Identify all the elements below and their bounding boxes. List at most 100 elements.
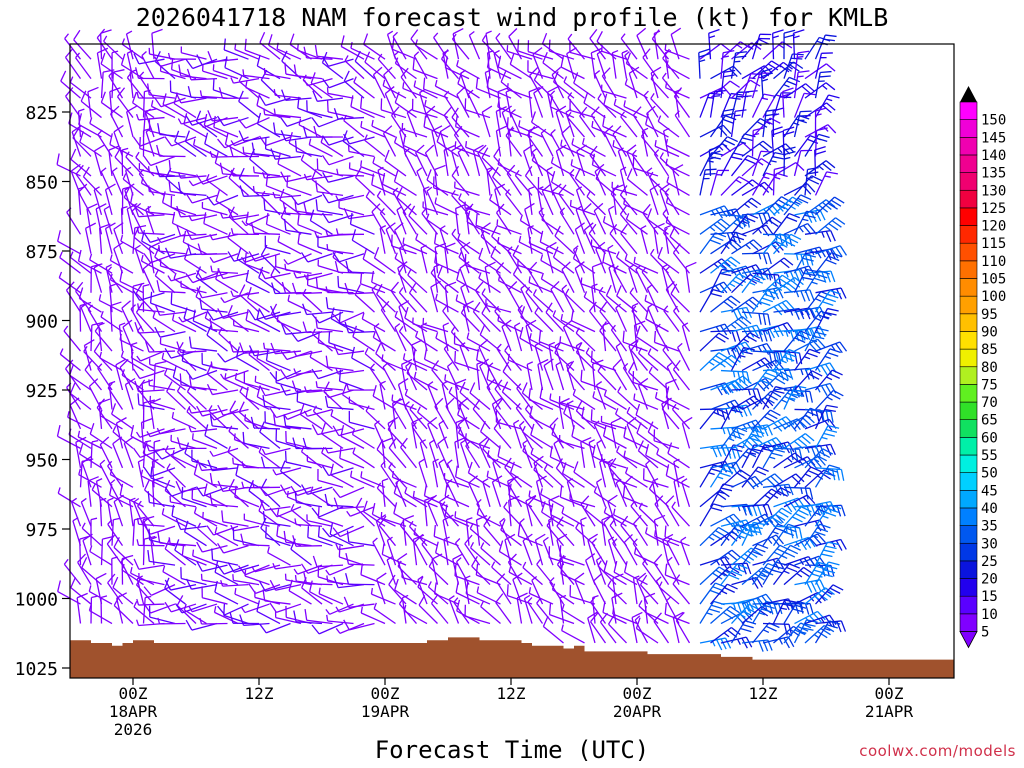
wind-barb	[491, 561, 512, 586]
wind-barb	[570, 309, 596, 333]
wind-barb	[378, 515, 397, 547]
wind-barb	[459, 381, 480, 410]
wind-barb	[339, 446, 365, 469]
wind-barb	[211, 548, 239, 566]
wind-barb	[227, 231, 249, 255]
wind-barb	[372, 156, 396, 177]
wind-barb	[64, 48, 82, 80]
wind-barb	[259, 385, 291, 397]
wind-barb	[256, 352, 281, 372]
colorbar-label: 40	[981, 501, 998, 517]
colorbar-label: 45	[981, 483, 998, 499]
wind-barb	[326, 614, 354, 625]
colorbar-segment	[959, 313, 978, 332]
colorbar-label: 35	[981, 519, 998, 535]
wind-barb	[520, 284, 533, 313]
wind-barb	[540, 128, 554, 157]
wind-barb	[95, 203, 107, 235]
wind-barb	[221, 510, 249, 527]
wind-barb	[133, 558, 165, 570]
wind-barb	[93, 186, 103, 216]
wind-barb	[526, 361, 534, 391]
wind-barb	[373, 420, 386, 449]
colorbar-segment	[959, 472, 978, 491]
wind-barb	[214, 561, 239, 586]
wind-barb	[458, 251, 480, 274]
wind-barb	[86, 203, 98, 235]
wind-barb	[283, 218, 312, 235]
wind-barb	[307, 526, 333, 547]
wind-barb	[126, 105, 137, 138]
wind-barb	[303, 386, 333, 393]
wind-barb	[136, 518, 165, 527]
wind-barb	[512, 419, 523, 449]
wind-barb	[100, 91, 123, 119]
wind-barb	[590, 47, 603, 79]
wind-barb	[261, 171, 291, 179]
wind-barb	[186, 386, 207, 410]
wind-barb	[146, 83, 176, 99]
wind-barb	[351, 229, 375, 255]
wind-barb	[570, 159, 596, 177]
wind-barb	[345, 573, 375, 586]
wind-barb	[554, 342, 575, 372]
x-tick-label: 00Z	[119, 684, 148, 703]
wind-barb	[166, 381, 186, 410]
wind-barb	[423, 484, 449, 508]
title: 2026041718 NAM forecast wind profile (kt…	[136, 3, 889, 32]
wind-barb	[513, 322, 523, 352]
colorbar-label: 30	[981, 536, 998, 552]
wind-barb	[120, 205, 128, 235]
wind-barb	[148, 358, 176, 372]
wind-barb	[208, 405, 228, 430]
wind-barb	[134, 244, 145, 274]
wind-barb	[392, 31, 407, 60]
wind-barb	[311, 368, 344, 380]
wind-barb	[385, 222, 397, 255]
wind-barb	[325, 564, 354, 576]
wind-barb	[457, 72, 480, 99]
wind-barb	[252, 185, 281, 197]
wind-barb	[121, 38, 144, 60]
x-tick-label: 18APR	[109, 702, 158, 721]
wind-barb	[264, 235, 291, 255]
wind-barb	[464, 98, 491, 119]
wind-barb	[81, 522, 102, 547]
wind-barb	[360, 563, 386, 586]
wind-barb	[494, 379, 512, 410]
wind-barb	[181, 544, 207, 566]
wind-barb	[162, 565, 186, 586]
wind-barb	[444, 56, 470, 80]
colorbar-segment	[959, 560, 978, 579]
wind-barb	[112, 425, 134, 449]
wind-barb	[314, 44, 344, 60]
wind-barb	[130, 351, 155, 372]
wind-barb	[132, 368, 165, 380]
wind-barb	[336, 168, 365, 177]
wind-barb	[518, 235, 543, 255]
wind-barb	[338, 201, 365, 216]
colorbar-label: 80	[981, 360, 998, 376]
wind-barb	[196, 541, 228, 553]
wind-barb	[315, 180, 344, 197]
wind-barb	[269, 579, 302, 591]
wind-barb	[149, 395, 176, 411]
wind-barb	[69, 382, 92, 410]
wind-barb	[530, 423, 554, 449]
wind-barb	[354, 50, 375, 80]
wind-barb	[324, 389, 354, 399]
wind-barb	[154, 56, 186, 68]
wind-barb	[308, 580, 333, 605]
wind-barb	[245, 386, 270, 411]
wind-barb	[390, 281, 407, 313]
wind-barb	[111, 403, 134, 430]
wind-barb	[277, 235, 302, 255]
wind-barb	[451, 165, 470, 196]
wind-barb	[543, 358, 554, 391]
wind-barb	[529, 405, 554, 430]
wind-barb	[402, 237, 428, 255]
wind-barb	[457, 403, 480, 430]
wind-barb	[122, 173, 144, 196]
wind-barb	[172, 450, 197, 469]
wind-barb	[87, 86, 99, 118]
